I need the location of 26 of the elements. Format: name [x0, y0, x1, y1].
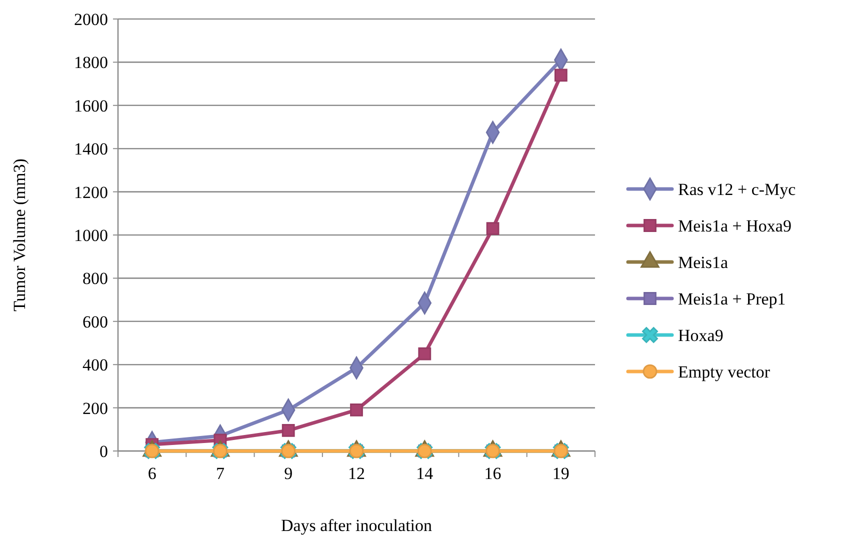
y-axis-title: Tumor Volume (mm3) — [10, 158, 29, 312]
y-tick-label: 0 — [100, 442, 108, 461]
x-tick-label: 12 — [348, 464, 365, 483]
legend-label: Hoxa9 — [678, 326, 724, 345]
y-tick-label: 2000 — [74, 10, 108, 29]
legend-label: Meis1a — [678, 252, 728, 272]
legend-label: Ras v12 + c-Myc — [678, 180, 796, 199]
y-tick-label: 800 — [82, 269, 108, 288]
y-tick-label: 600 — [82, 312, 108, 332]
x-tick-label: 19 — [552, 464, 570, 483]
x-tick-label: 7 — [216, 464, 225, 483]
legend-label: Empty vector — [678, 362, 770, 382]
y-tick-label: 1200 — [74, 182, 108, 202]
x-tick-label: 16 — [484, 464, 502, 483]
x-tick-label: 14 — [416, 464, 434, 483]
y-tick-label: 1600 — [74, 96, 108, 116]
x-tick-label: 6 — [148, 464, 156, 483]
y-tick-label: 200 — [82, 398, 108, 418]
y-tick-label: 1800 — [74, 53, 108, 72]
y-tick-label: 1000 — [74, 226, 108, 245]
y-tick-label: 400 — [82, 356, 108, 375]
x-tick-label: 9 — [284, 464, 293, 483]
x-axis-title: Days after inoculation — [280, 516, 433, 535]
legend-label: Meis1a + Hoxa9 — [678, 216, 792, 236]
y-tick-label: 1400 — [74, 140, 108, 159]
legend-label: Meis1a + Prep1 — [678, 289, 786, 308]
